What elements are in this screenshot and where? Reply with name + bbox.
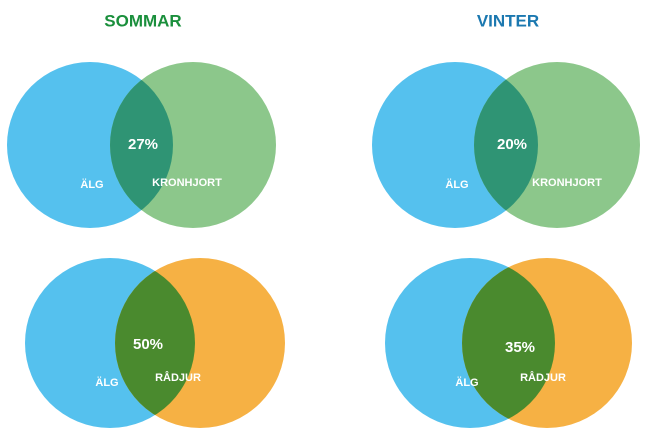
overlap bbox=[474, 62, 538, 228]
left-label: ÄLG bbox=[95, 376, 118, 389]
left-label: ÄLG bbox=[80, 178, 103, 191]
overlap-percent: 20% bbox=[497, 136, 527, 153]
right-label: RÅDJUR bbox=[155, 371, 201, 384]
overlap bbox=[115, 258, 195, 428]
venn-panel: 50% ÄLG RÅDJUR bbox=[25, 258, 285, 428]
overlap-percent: 35% bbox=[505, 339, 535, 356]
venn-panels: 27% ÄLG KRONHJORT 20% ÄLG KRONHJORT 50% ÄLG RÅDJ… bbox=[7, 62, 640, 428]
venn-panel: 27% ÄLG KRONHJORT bbox=[7, 62, 276, 228]
left-label: ÄLG bbox=[445, 178, 468, 191]
column-title: SOMMAR bbox=[104, 11, 181, 30]
venn-panel: 20% ÄLG KRONHJORT bbox=[372, 62, 640, 228]
column-title: VINTER bbox=[477, 11, 539, 30]
overlap bbox=[462, 258, 555, 428]
overlap bbox=[110, 62, 173, 228]
venn-panel: 35% ÄLG RÅDJUR bbox=[385, 258, 632, 428]
overlap-percent: 50% bbox=[133, 336, 163, 353]
right-label: RÅDJUR bbox=[520, 371, 566, 384]
left-label: ÄLG bbox=[455, 376, 478, 389]
right-label: KRONHJORT bbox=[532, 177, 602, 189]
right-label: KRONHJORT bbox=[152, 177, 222, 189]
overlap-percent: 27% bbox=[128, 136, 158, 153]
